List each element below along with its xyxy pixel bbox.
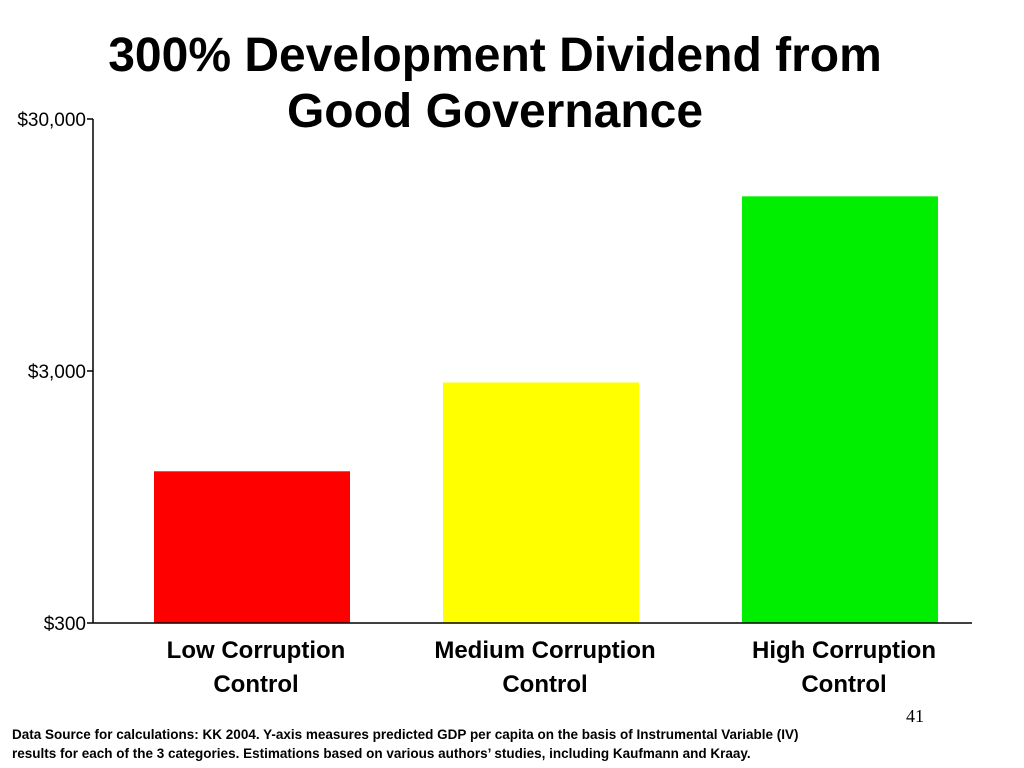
title-line-1: 300% Development Dividend from — [108, 29, 882, 82]
footnote-line-1: Data Source for calculations: KK 2004. Y… — [12, 727, 799, 742]
x-category-label-high: High Corruption Control — [724, 634, 964, 702]
x-label-line: Control — [502, 671, 588, 698]
y-tick-label: $3,000 — [28, 362, 86, 383]
x-label-line: Control — [213, 671, 299, 698]
x-category-label-medium: Medium Corruption Control — [425, 634, 665, 702]
y-tick-label: $30,000 — [17, 110, 86, 131]
page-title: 300% Development Dividend from Good Gove… — [0, 28, 990, 140]
footnote-line-2: results for each of the 3 categories. Es… — [12, 746, 751, 761]
bar-high-corruption-control — [742, 196, 938, 623]
x-label-line: Medium Corruption — [434, 637, 656, 664]
bar-medium-corruption-control — [443, 382, 639, 623]
page-number: 41 — [906, 706, 924, 726]
data-source-footnote: Data Source for calculations: KK 2004. Y… — [12, 725, 1020, 763]
x-label-line: Control — [801, 671, 887, 698]
x-label-line: High Corruption — [752, 637, 936, 664]
title-line-2: Good Governance — [286, 85, 704, 138]
bar-low-corruption-control — [154, 471, 350, 623]
x-label-line: Low Corruption — [166, 637, 346, 664]
x-category-label-low: Low Corruption Control — [136, 634, 376, 702]
y-tick-label: $300 — [44, 614, 86, 635]
